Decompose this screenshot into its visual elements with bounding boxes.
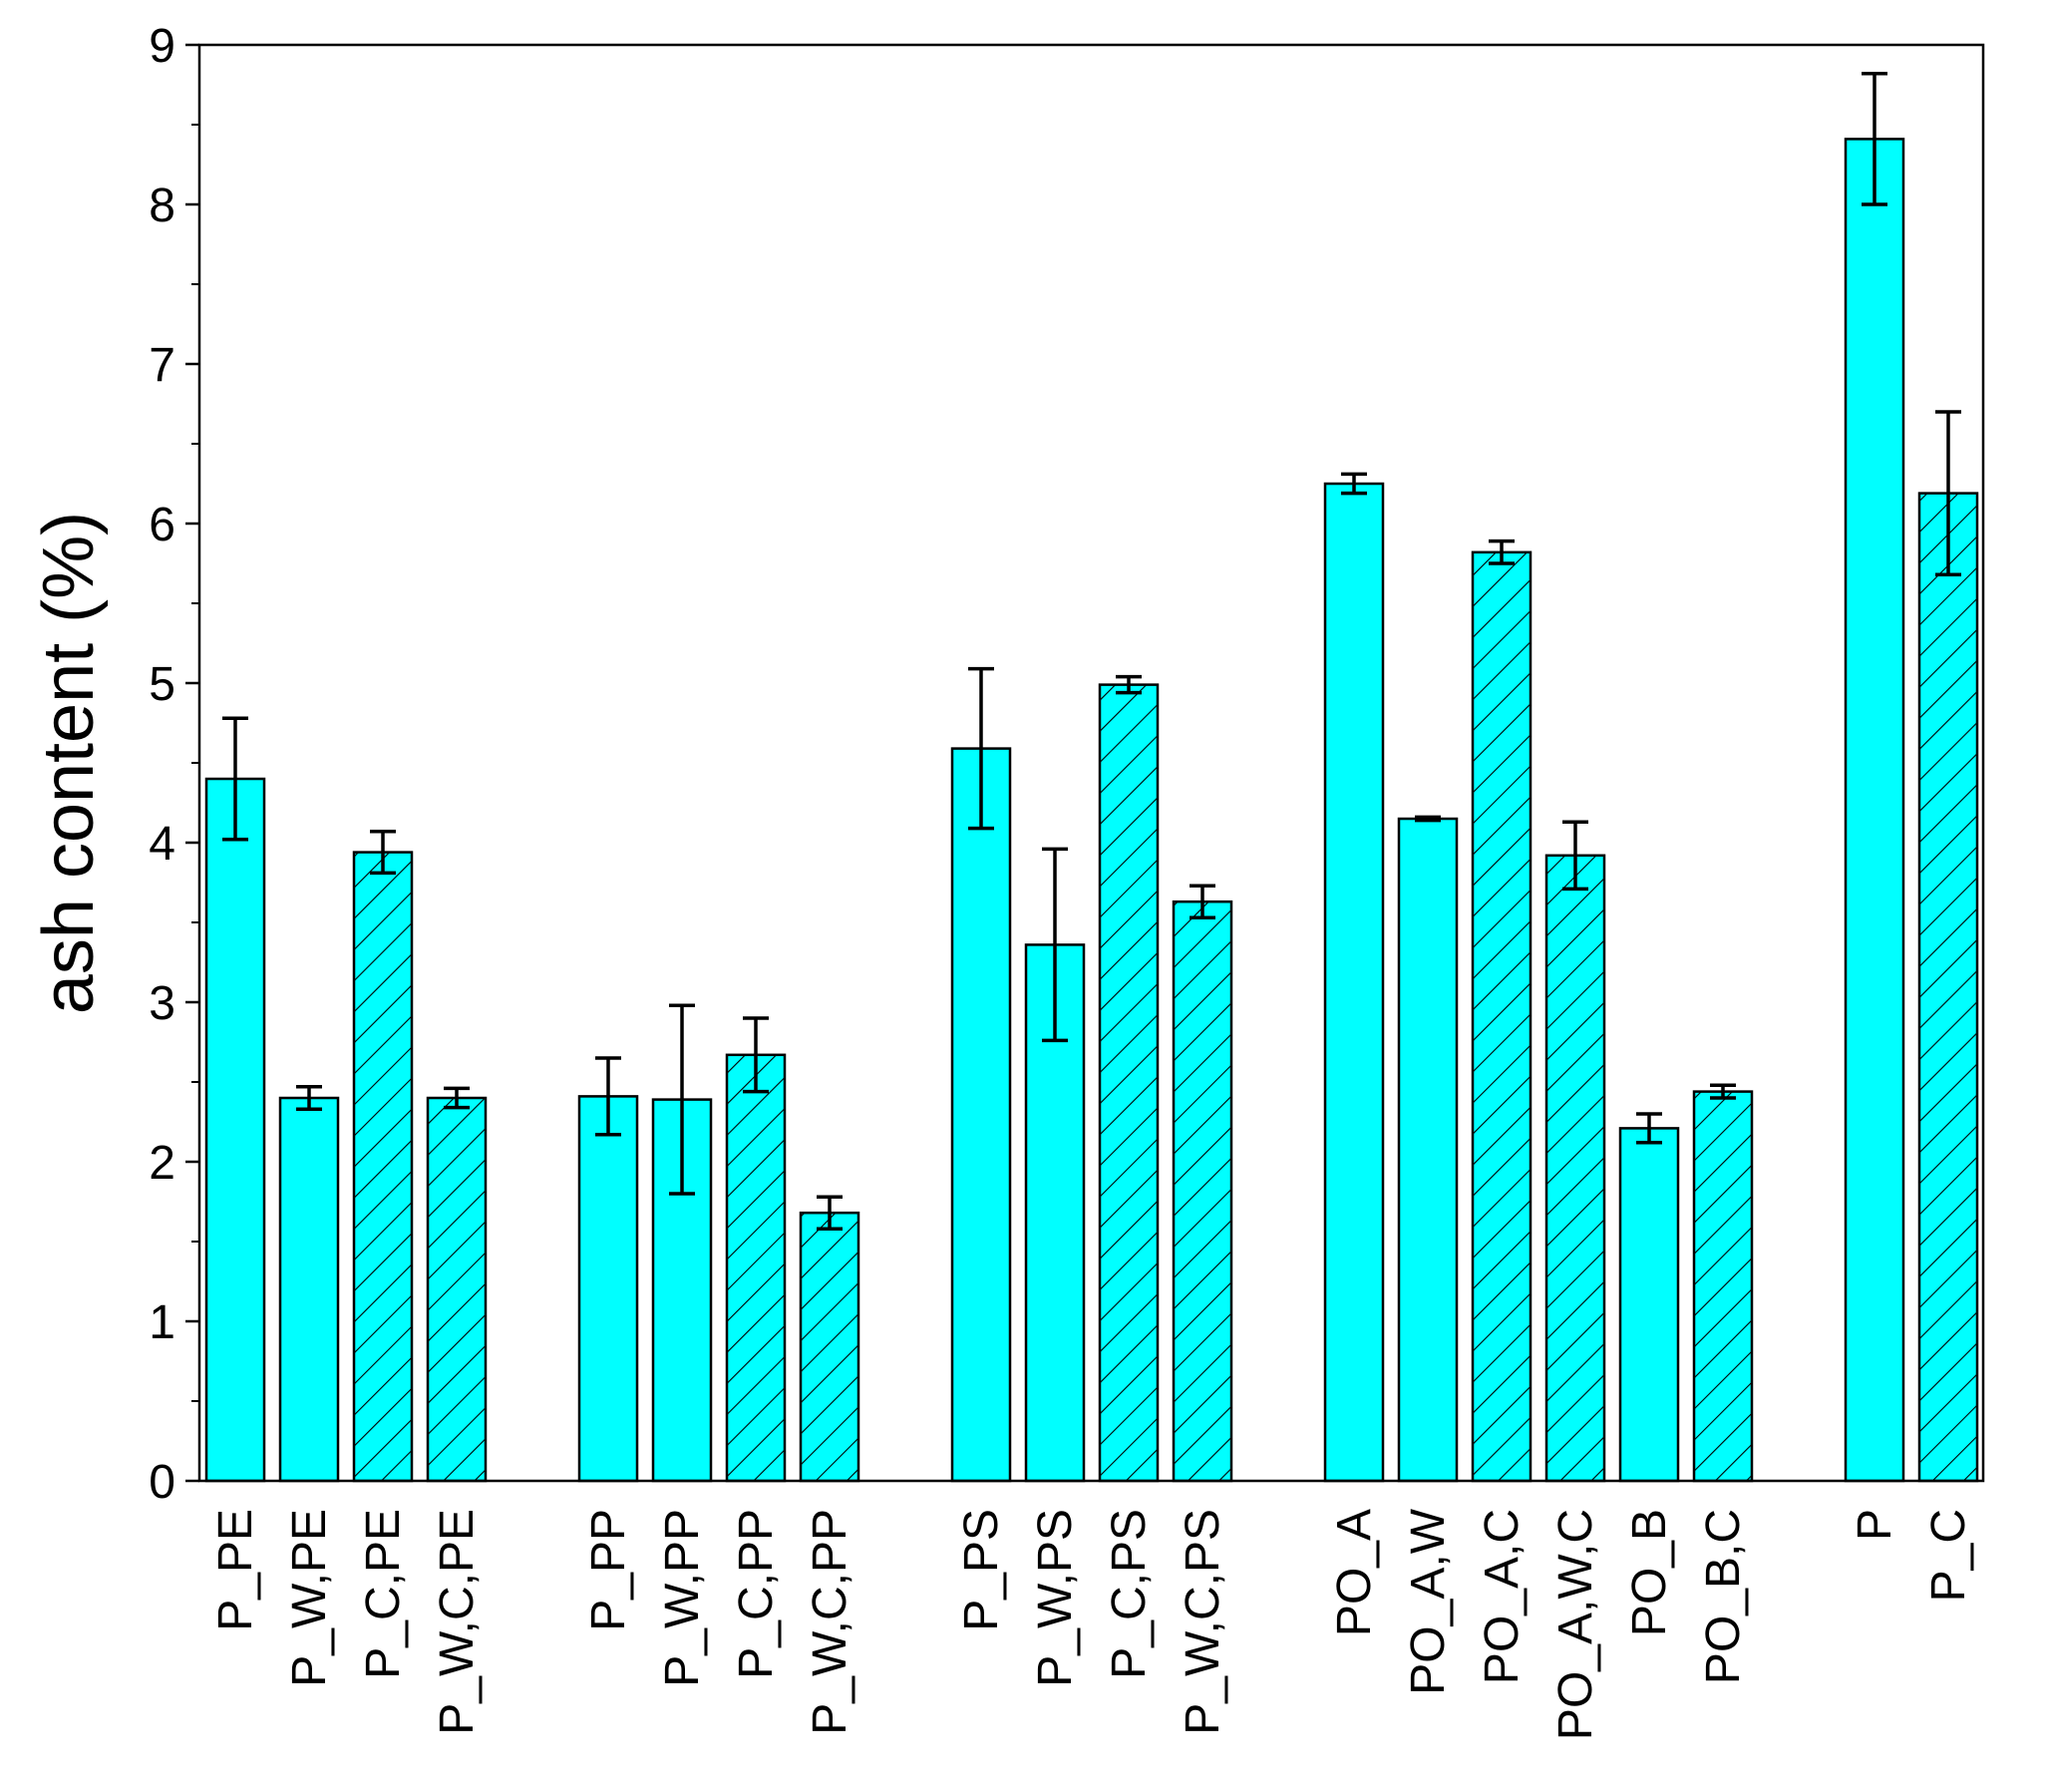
x-category-label: P_W,C,PS	[1177, 1509, 1229, 1735]
error-bar	[1862, 72, 1887, 206]
x-category-label: P_PS	[955, 1509, 1008, 1631]
y-tick-label: 5	[149, 658, 175, 711]
error-bar	[1935, 410, 1961, 576]
bar-p-c-pe	[352, 851, 414, 1483]
bar-po-b	[1618, 1127, 1680, 1483]
y-tick-label: 7	[149, 339, 175, 392]
x-axis-labels: P_PE P_W,PE P_C,PE P_W,C,PE P_PP P_W,PP P_C,PP…	[209, 1508, 1975, 1740]
x-category-label: P_C,PS	[1103, 1509, 1156, 1679]
x-category-label: P_W,C,PE	[431, 1509, 484, 1735]
x-category-label: P	[1849, 1509, 1901, 1541]
bar-p-c-pp	[725, 1053, 787, 1483]
error-bar	[817, 1195, 843, 1231]
y-tick-label: 2	[149, 1137, 175, 1190]
bar-po-b-c	[1692, 1090, 1754, 1483]
x-category-label: P_C,PP	[730, 1509, 783, 1679]
error-bar	[1562, 820, 1588, 892]
y-tick-label: 1	[149, 1296, 175, 1349]
y-tick-label: 3	[149, 977, 175, 1030]
x-category-label: P_W,C,PP	[804, 1509, 856, 1735]
x-category-label: P_PP	[582, 1509, 635, 1631]
bar-p-ps	[950, 747, 1012, 1483]
y-tick-label: 8	[149, 179, 175, 232]
bar-p-pe	[204, 777, 266, 1483]
bar-p-c	[1917, 492, 1979, 1483]
bar-p-w-c-ps	[1172, 899, 1233, 1483]
error-bar	[669, 1003, 695, 1196]
y-tick-label: 9	[149, 20, 175, 73]
x-category-label: PO_A,W	[1402, 1508, 1455, 1694]
x-category-label: P_C,PE	[357, 1509, 410, 1679]
bar-p-w-pe	[278, 1096, 340, 1483]
error-bar	[444, 1086, 470, 1110]
y-tick-label: 6	[149, 499, 175, 551]
x-category-label: P_C	[1922, 1509, 1975, 1602]
x-category-label: P_W,PE	[283, 1509, 336, 1687]
bar-p-w-c-pp	[799, 1211, 860, 1483]
bar-po-a-c	[1471, 550, 1533, 1483]
error-bar	[1341, 472, 1367, 496]
error-bar	[1636, 1112, 1662, 1145]
y-tick-label: 0	[149, 1456, 175, 1509]
bar-po-a	[1323, 482, 1385, 1483]
error-bar	[1190, 884, 1215, 919]
x-category-label: PO_B,C	[1697, 1509, 1750, 1684]
error-bar	[1042, 847, 1068, 1043]
error-bar	[968, 666, 994, 831]
bar-po-a-w-c	[1544, 854, 1606, 1483]
error-bar	[370, 830, 396, 876]
x-category-label: PO_A,C	[1476, 1509, 1529, 1684]
x-category-label: PO_B	[1623, 1509, 1676, 1636]
bars-layer	[204, 138, 1979, 1483]
bar-p	[1844, 138, 1905, 1483]
x-category-label: P_W,PP	[656, 1509, 709, 1687]
error-bar	[743, 1016, 769, 1094]
bar-p-c-ps	[1098, 683, 1160, 1483]
y-tick-label: 4	[149, 818, 175, 871]
error-bar	[1710, 1083, 1736, 1100]
bar-p-pp	[577, 1095, 639, 1483]
error-bar	[595, 1056, 621, 1137]
error-bar	[1116, 674, 1142, 695]
error-bar	[296, 1085, 322, 1111]
error-bar	[1415, 815, 1441, 823]
y-axis-title: ash content (%)	[29, 512, 109, 1014]
y-axis: 0 1 2 3 4 5 6 7 8 9	[149, 20, 199, 1509]
bar-po-a-w	[1397, 817, 1459, 1483]
x-category-label: P_W,PS	[1029, 1509, 1082, 1687]
bar-p-w-c-pe	[426, 1096, 488, 1483]
error-bar	[1489, 538, 1515, 565]
x-category-label: PO_A,W,C	[1549, 1509, 1602, 1740]
x-category-label: P_PE	[209, 1509, 262, 1631]
error-bars-layer	[222, 72, 1961, 1231]
x-category-label: PO_A	[1328, 1509, 1381, 1636]
error-bar	[222, 716, 248, 842]
